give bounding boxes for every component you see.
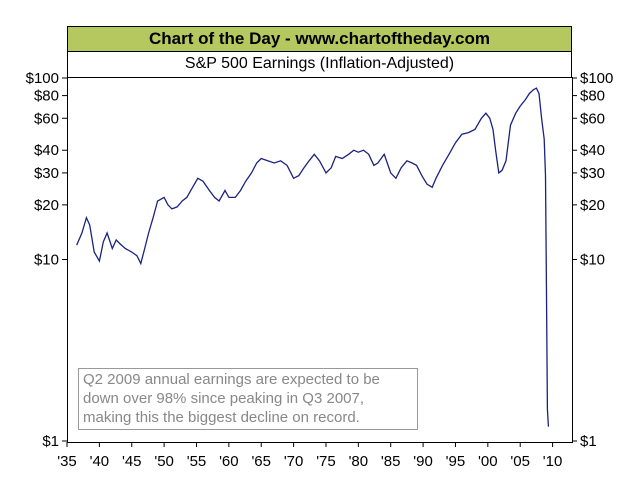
x-tick-label: '35 bbox=[57, 453, 77, 470]
annotation-box: Q2 2009 annual earnings are expected to … bbox=[78, 368, 418, 430]
x-tick-label: '80 bbox=[349, 453, 369, 470]
x-tick-label: '00 bbox=[478, 453, 498, 470]
x-tick-label: '05 bbox=[510, 453, 530, 470]
x-tick-label: '60 bbox=[219, 453, 239, 470]
y-tick-label-right: $60 bbox=[580, 110, 605, 127]
x-tick-label: '65 bbox=[251, 453, 271, 470]
y-tick-label-right: $100 bbox=[580, 70, 613, 87]
y-tick-label-right: $10 bbox=[580, 252, 605, 269]
x-tick-label: '75 bbox=[316, 453, 336, 470]
annotation-line-3: making this the biggest decline on recor… bbox=[83, 409, 360, 426]
x-tick-label: '70 bbox=[284, 453, 304, 470]
y-tick-label-right: $30 bbox=[580, 165, 605, 182]
y-tick-label: $20 bbox=[34, 197, 59, 214]
x-tick-label: '45 bbox=[122, 453, 142, 470]
y-tick-label: $10 bbox=[34, 252, 59, 269]
x-tick-label: '85 bbox=[381, 453, 401, 470]
x-axis: '35 '40 '45 '50 '55 '60 '65 '70 '75 '80 '85 '90 '95 '… bbox=[57, 442, 562, 470]
y-tick-label: $60 bbox=[34, 110, 59, 127]
y-tick-label: $1 bbox=[42, 433, 59, 450]
y-tick-label-right: $80 bbox=[580, 88, 605, 105]
y-tick-label: $80 bbox=[34, 88, 59, 105]
y-tick-label: $100 bbox=[26, 70, 59, 87]
y-tick-label: $40 bbox=[34, 142, 59, 159]
x-tick-label: '10 bbox=[543, 453, 563, 470]
y-axis-right: $100$80 $60 $40 $30 $20 $10 $1 bbox=[572, 70, 613, 450]
earnings-line bbox=[76, 87, 550, 427]
x-tick-label: '40 bbox=[90, 453, 110, 470]
x-tick-label: '50 bbox=[154, 453, 174, 470]
x-tick-label: '90 bbox=[413, 453, 433, 470]
x-tick-label: '95 bbox=[446, 453, 466, 470]
chart-title: S&P 500 Earnings (Inflation-Adjusted) bbox=[67, 52, 572, 77]
annotation-line-1: Q2 2009 annual earnings are expected to … bbox=[83, 371, 380, 388]
y-tick-label-right: $40 bbox=[580, 142, 605, 159]
y-axis-left: $100$80 $60 $40 $30 $20 $10 $1 bbox=[26, 70, 67, 450]
y-tick-label: $30 bbox=[34, 165, 59, 182]
x-tick-label: '55 bbox=[187, 453, 207, 470]
y-tick-label-right: $20 bbox=[580, 197, 605, 214]
annotation-line-2: down over 98% since peaking in Q3 2007, bbox=[83, 390, 365, 407]
banner-title: Chart of the Day - www.chartoftheday.com bbox=[67, 26, 572, 52]
y-tick-label-right: $1 bbox=[580, 433, 597, 450]
